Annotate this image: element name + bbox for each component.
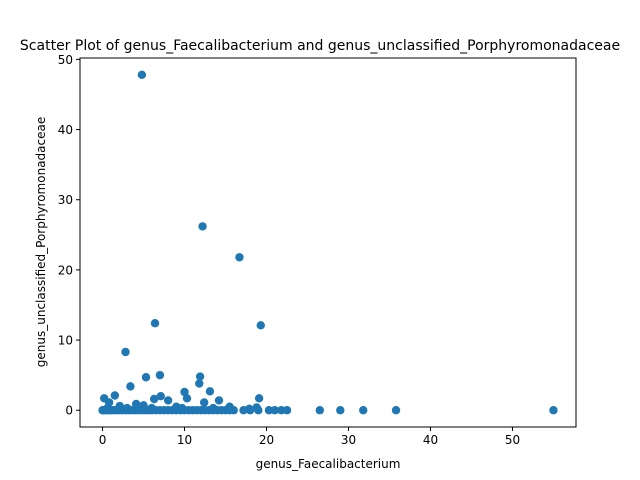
x-tick-label: 20 xyxy=(259,433,274,447)
scatter-point xyxy=(141,373,151,382)
scatter-point xyxy=(270,406,279,415)
scatter-point xyxy=(235,253,244,262)
scatter-point xyxy=(150,319,160,328)
x-tick-label: 30 xyxy=(341,433,356,447)
y-tick-label: 30 xyxy=(58,193,73,207)
scatter-point xyxy=(264,406,274,415)
x-tick-label: 10 xyxy=(177,433,192,447)
scatter-point xyxy=(214,396,224,405)
scatter-point xyxy=(391,406,401,415)
scatter-point xyxy=(137,70,147,80)
y-axis-ticks: 0 10 20 30 40 50 xyxy=(58,53,80,418)
scatter-point xyxy=(163,396,173,405)
scatter-point xyxy=(336,406,345,415)
points-layer xyxy=(98,70,558,415)
x-tick-label: 0 xyxy=(99,433,107,447)
scatter-point xyxy=(549,406,558,415)
scatter-point xyxy=(182,394,192,403)
scatter-point xyxy=(195,372,205,381)
y-tick-label: 50 xyxy=(58,53,73,67)
chart-title: Scatter Plot of genus_Faecalibacterium a… xyxy=(20,38,620,54)
scatter-point xyxy=(282,406,292,415)
scatter-point xyxy=(205,387,215,396)
scatter-point xyxy=(110,391,120,400)
scatter-point xyxy=(180,387,189,397)
scatter-point xyxy=(277,406,286,415)
scatter-point xyxy=(126,382,135,391)
x-tick-label: 50 xyxy=(505,433,520,447)
scatter-point xyxy=(229,406,238,415)
scatter-point xyxy=(155,370,165,380)
plot-area-frame xyxy=(79,57,577,428)
scatter-point xyxy=(131,399,141,409)
scatter-point xyxy=(195,379,204,388)
x-axis-ticks: 0 10 20 30 40 50 xyxy=(99,427,520,447)
scatter-point xyxy=(245,406,255,415)
scatter-point xyxy=(256,321,265,330)
y-tick-label: 0 xyxy=(65,404,73,418)
scatter-point xyxy=(156,392,165,401)
scatter-point xyxy=(200,398,209,407)
scatter-point xyxy=(315,406,324,415)
y-axis-label: genus_unclassified_Porphyromonadaceae xyxy=(34,117,48,367)
scatter-point xyxy=(198,222,207,231)
y-tick-label: 20 xyxy=(58,263,73,277)
scatter-point xyxy=(254,406,263,415)
x-axis-label: genus_Faecalibacterium xyxy=(256,457,401,471)
y-tick-label: 10 xyxy=(58,334,73,348)
scatter-point xyxy=(359,406,368,415)
scatter-point xyxy=(239,406,248,415)
scatter-point xyxy=(150,394,159,404)
y-tick-label: 40 xyxy=(58,123,73,137)
scatter-point xyxy=(254,394,264,403)
scatter-point xyxy=(121,347,130,357)
x-tick-label: 40 xyxy=(423,433,438,447)
